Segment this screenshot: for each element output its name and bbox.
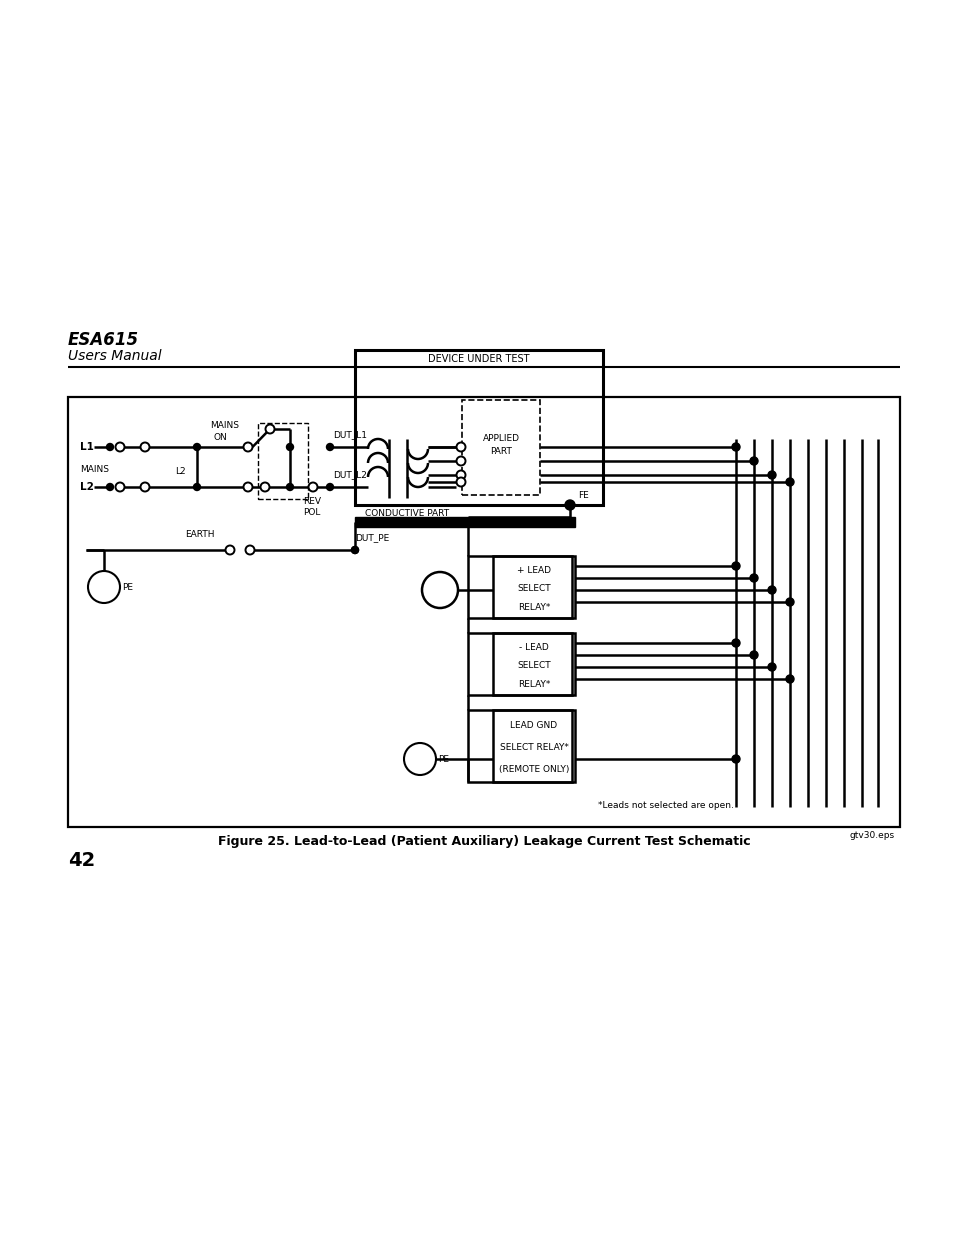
- Text: L2: L2: [80, 482, 93, 492]
- Circle shape: [193, 443, 200, 451]
- Bar: [468, 634, 572, 695]
- Text: DUT_L2: DUT_L2: [333, 471, 367, 479]
- Text: MAINS: MAINS: [210, 420, 239, 430]
- Circle shape: [767, 663, 775, 671]
- Text: L1: L1: [80, 442, 93, 452]
- Circle shape: [193, 483, 200, 490]
- Text: Users Manual: Users Manual: [68, 350, 161, 363]
- Circle shape: [88, 571, 120, 603]
- Text: MD: MD: [430, 585, 449, 595]
- Bar: [493, 634, 575, 695]
- Text: 42: 42: [68, 851, 95, 869]
- Text: + LEAD: + LEAD: [517, 566, 551, 574]
- Circle shape: [731, 638, 740, 647]
- Circle shape: [245, 546, 254, 555]
- Text: gtv30.eps: gtv30.eps: [849, 831, 894, 841]
- Circle shape: [767, 471, 775, 479]
- Circle shape: [767, 585, 775, 594]
- Circle shape: [243, 483, 253, 492]
- Circle shape: [140, 442, 150, 452]
- Text: ESA615: ESA615: [68, 331, 139, 350]
- Text: APPLIED: APPLIED: [482, 433, 519, 443]
- Text: SELECT: SELECT: [517, 583, 550, 593]
- Circle shape: [456, 457, 465, 466]
- Text: POL: POL: [303, 508, 320, 516]
- Circle shape: [265, 425, 274, 433]
- Text: (REMOTE ONLY): (REMOTE ONLY): [498, 764, 569, 773]
- Text: - LEAD: - LEAD: [518, 642, 548, 652]
- Text: PE: PE: [122, 583, 132, 592]
- Text: PART: PART: [490, 447, 512, 456]
- Text: L2: L2: [174, 467, 186, 475]
- Text: DEVICE UNDER TEST: DEVICE UNDER TEST: [428, 354, 529, 364]
- Circle shape: [308, 483, 317, 492]
- Circle shape: [785, 478, 793, 487]
- Circle shape: [421, 572, 457, 608]
- Circle shape: [785, 676, 793, 683]
- Text: PE: PE: [437, 755, 449, 763]
- Circle shape: [286, 443, 294, 451]
- Bar: [355, 350, 602, 505]
- Text: SELECT RELAY*: SELECT RELAY*: [499, 742, 568, 752]
- Circle shape: [260, 483, 269, 492]
- Circle shape: [351, 547, 358, 553]
- Text: DUT_L1: DUT_L1: [333, 431, 367, 440]
- Circle shape: [749, 457, 758, 466]
- Text: LEAD GND: LEAD GND: [510, 720, 557, 730]
- Text: REV: REV: [303, 496, 320, 505]
- Circle shape: [140, 483, 150, 492]
- Circle shape: [564, 500, 575, 510]
- Circle shape: [749, 651, 758, 659]
- Text: DUT_PE: DUT_PE: [355, 534, 389, 542]
- Text: MAINS: MAINS: [80, 464, 109, 473]
- Text: ON: ON: [213, 432, 228, 441]
- Bar: [493, 710, 575, 782]
- Circle shape: [225, 546, 234, 555]
- Circle shape: [731, 562, 740, 571]
- Circle shape: [115, 442, 125, 452]
- Circle shape: [456, 442, 465, 452]
- Text: *Leads not selected are open.: *Leads not selected are open.: [598, 800, 733, 809]
- Circle shape: [107, 483, 113, 490]
- Bar: [493, 556, 575, 618]
- Circle shape: [243, 442, 253, 452]
- Circle shape: [326, 443, 334, 451]
- Bar: [468, 710, 572, 782]
- Circle shape: [749, 574, 758, 582]
- Circle shape: [326, 483, 334, 490]
- Circle shape: [107, 443, 113, 451]
- Bar: [355, 517, 575, 527]
- Circle shape: [286, 483, 294, 490]
- Circle shape: [456, 471, 465, 479]
- Circle shape: [351, 547, 358, 553]
- Circle shape: [115, 483, 125, 492]
- Text: CONDUCTIVE PART: CONDUCTIVE PART: [365, 509, 449, 517]
- Bar: [257, 424, 308, 499]
- Circle shape: [785, 598, 793, 606]
- Circle shape: [731, 755, 740, 763]
- Circle shape: [731, 443, 740, 451]
- Circle shape: [403, 743, 436, 776]
- Text: RELAY*: RELAY*: [517, 603, 550, 611]
- Text: FE: FE: [578, 490, 588, 499]
- Text: Figure 25. Lead-to-Lead (Patient Auxiliary) Leakage Current Test Schematic: Figure 25. Lead-to-Lead (Patient Auxilia…: [217, 835, 749, 847]
- Text: RELAY*: RELAY*: [517, 679, 550, 688]
- Bar: [68, 396, 899, 827]
- Circle shape: [456, 478, 465, 487]
- Bar: [461, 400, 539, 495]
- Text: SELECT: SELECT: [517, 661, 550, 669]
- Bar: [468, 556, 572, 618]
- Text: EARTH: EARTH: [185, 530, 214, 538]
